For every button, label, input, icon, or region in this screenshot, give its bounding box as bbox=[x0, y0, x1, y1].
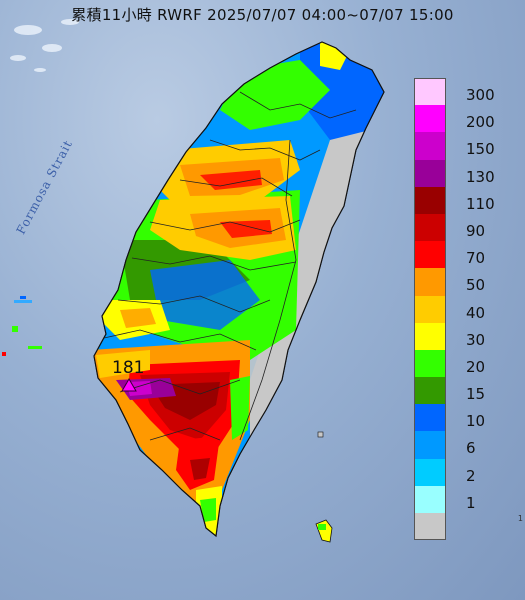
rainfall-area bbox=[120, 308, 156, 328]
legend-row: 130 bbox=[414, 159, 514, 187]
legend-label: 50 bbox=[466, 276, 486, 295]
legend-label: 150 bbox=[466, 140, 495, 159]
legend-swatch bbox=[414, 404, 446, 432]
max-rainfall-value: 181 bbox=[112, 358, 145, 378]
legend-label: 15 bbox=[466, 385, 486, 404]
penghu-islands bbox=[2, 296, 42, 356]
legend-row: 70 bbox=[414, 241, 514, 269]
legend-swatch bbox=[414, 186, 446, 214]
legend-row: 20 bbox=[414, 349, 514, 378]
legend-swatch bbox=[414, 241, 446, 269]
legend-swatch bbox=[414, 431, 446, 459]
legend-swatch bbox=[414, 78, 446, 106]
legend-label: 200 bbox=[466, 113, 495, 132]
rainfall-area bbox=[230, 376, 250, 440]
legend-swatch bbox=[414, 295, 446, 323]
legend-row: 6 bbox=[414, 431, 514, 459]
legend-swatch bbox=[414, 159, 446, 187]
taiwan-coastline bbox=[93, 41, 385, 538]
legend-label: 30 bbox=[466, 330, 486, 349]
legend-swatch bbox=[414, 105, 446, 133]
rainfall-field bbox=[94, 42, 384, 536]
legend-row: 40 bbox=[414, 295, 514, 323]
legend-label: 300 bbox=[466, 86, 495, 104]
legend-label: 90 bbox=[466, 221, 486, 240]
cloud-texture bbox=[10, 19, 79, 72]
legend-row: 110 bbox=[414, 186, 514, 214]
rainfall-area bbox=[96, 350, 150, 378]
county-boundaries bbox=[103, 91, 357, 441]
rainfall-area bbox=[200, 498, 216, 522]
max-rainfall-marker bbox=[121, 378, 137, 392]
legend-swatch bbox=[414, 213, 446, 242]
legend-row: 90 bbox=[414, 213, 514, 242]
lanyu-island bbox=[315, 519, 333, 543]
legend-swatch bbox=[414, 485, 446, 513]
legend-label: 20 bbox=[466, 357, 486, 376]
legend-row: 15 bbox=[414, 377, 514, 405]
legend-label: 10 bbox=[466, 412, 486, 431]
rainfall-area bbox=[150, 260, 260, 330]
legend-label: 130 bbox=[466, 167, 495, 186]
legend-row: 200 bbox=[414, 105, 514, 133]
legend-row: 10 bbox=[414, 404, 514, 432]
legend-row: 30 bbox=[414, 322, 514, 350]
corner-mark: 1 bbox=[517, 514, 523, 523]
legend-row: 2 bbox=[414, 458, 514, 486]
legend-swatch bbox=[414, 132, 446, 160]
legend-row bbox=[414, 513, 514, 541]
legend-label: 40 bbox=[466, 303, 486, 322]
legend-swatch bbox=[414, 268, 446, 296]
legend-swatch bbox=[414, 349, 446, 378]
rainfall-area bbox=[190, 458, 210, 480]
green-island bbox=[317, 431, 324, 438]
legend-swatch bbox=[414, 377, 446, 405]
legend-label: 1 bbox=[466, 493, 476, 512]
legend-row: 50 bbox=[414, 268, 514, 296]
legend-row: 150 bbox=[414, 132, 514, 160]
rainfall-legend: 300 200 150 130 110 90 70 50 40 30 20 15 10 6 2 1 bbox=[414, 78, 514, 541]
rainfall-area bbox=[220, 220, 272, 238]
legend-row: 1 bbox=[414, 485, 514, 513]
legend-row: 300 bbox=[414, 78, 514, 106]
legend-label: 2 bbox=[466, 466, 476, 485]
legend-label: 6 bbox=[466, 439, 476, 458]
legend-swatch bbox=[414, 513, 446, 541]
legend-label: 70 bbox=[466, 249, 486, 268]
legend-label: 110 bbox=[466, 194, 495, 213]
map-title: 累積11小時 RWRF 2025/07/07 04:00~07/07 15:00 bbox=[71, 6, 454, 24]
legend-swatch bbox=[414, 322, 446, 350]
legend-swatch bbox=[414, 458, 446, 486]
